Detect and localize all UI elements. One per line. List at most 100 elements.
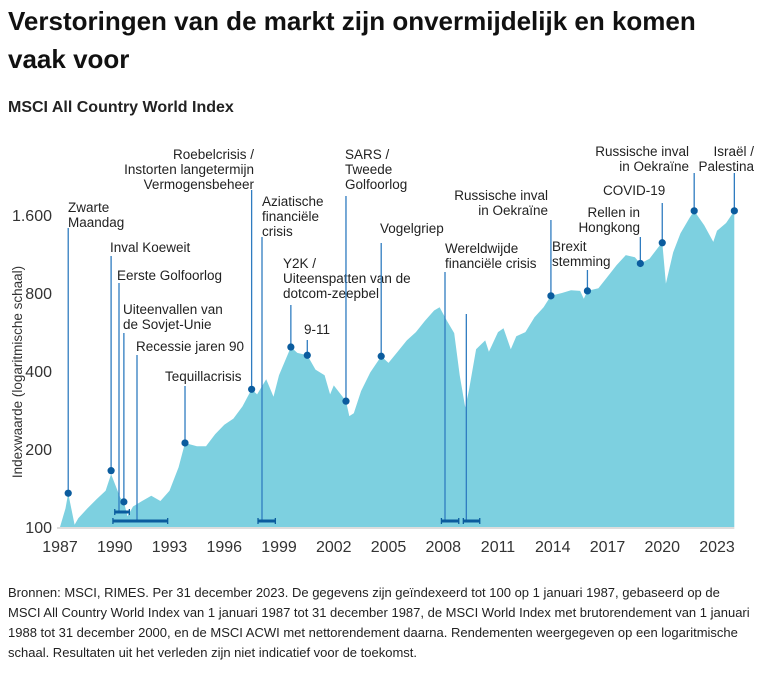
- event-label-line: Tequillacrisis: [165, 369, 242, 384]
- event-annotation: Tequillacrisis: [165, 369, 242, 447]
- chart-title: MSCI All Country World Index: [8, 99, 234, 116]
- event-marker: [287, 343, 295, 351]
- event-label-line: Recessie jaren 90: [136, 339, 244, 354]
- x-tick-label: 2008: [425, 539, 461, 556]
- event-annotation: Uiteenvallen van de Sovjet-Unie: [120, 302, 223, 506]
- event-annotation: 9-11: [303, 322, 330, 359]
- event-marker: [730, 207, 738, 215]
- event-label: Aziatische financiële crisis: [262, 194, 324, 239]
- y-tick-label: 1.600: [12, 208, 52, 225]
- event-marker: [583, 287, 592, 295]
- event-label-line: dotcom-zeepbel: [283, 286, 379, 301]
- event-label-line: stemming: [552, 254, 611, 269]
- event-annotation: COVID-19: [603, 183, 666, 247]
- event-marker: [107, 467, 115, 475]
- event-label: 9-11: [304, 322, 330, 337]
- event-label-line: Inval Koeweit: [110, 240, 191, 255]
- event-label-line: Eerste Golfoorlog: [117, 268, 222, 283]
- event-label: Brexit stemming: [552, 239, 611, 269]
- x-tick-label: 2017: [590, 539, 626, 556]
- event-annotation: Y2K / Uiteenspatten van de dotcom-zeepbel: [283, 256, 411, 351]
- event-label-line: SARS /: [345, 147, 390, 162]
- event-label-line: Maandag: [68, 215, 124, 230]
- event-label-line: Golfoorlog: [345, 177, 407, 192]
- event-marker: [248, 385, 256, 393]
- event-label: Eerste Golfoorlog: [117, 268, 222, 283]
- event-annotation: Aziatische financiële crisis: [257, 194, 324, 524]
- event-label-line: Wereldwijde: [445, 241, 518, 256]
- event-label-line: Palestina: [698, 159, 754, 174]
- event-label-line: Russische inval: [595, 144, 689, 159]
- x-tick-label: 1987: [42, 539, 78, 556]
- x-tick-label: 2020: [644, 539, 680, 556]
- event-marker: [342, 397, 350, 405]
- event-marker: [377, 352, 385, 360]
- x-tick-label: 1993: [152, 539, 188, 556]
- event-label-line: financiële: [262, 209, 319, 224]
- event-marker: [636, 259, 644, 268]
- event-label: Roebelcrisis / Instorten langetermijn Verm…: [124, 147, 254, 192]
- x-tick-label: 2023: [699, 539, 735, 556]
- event-marker: [64, 489, 72, 497]
- event-label-line: crisis: [262, 224, 293, 239]
- event-label: Wereldwijde financiële crisis: [445, 241, 537, 271]
- x-tick-label: 2002: [316, 539, 352, 556]
- event-marker: [547, 292, 555, 300]
- y-axis-label: Indexwaarde (logaritmische schaal): [10, 266, 25, 478]
- x-tick-label: 1999: [261, 539, 297, 556]
- event-label-line: Roebelcrisis /: [173, 147, 254, 162]
- event-label: Tequillacrisis: [165, 369, 242, 384]
- event-label-line: Rellen in: [587, 205, 640, 220]
- event-annotation: Vogelgriep: [377, 221, 444, 360]
- page-title: Verstoringen van de markt zijn onvermijd…: [8, 6, 696, 74]
- event-label-line: Vogelgriep: [380, 221, 444, 236]
- source-footnote: Bronnen: MSCI, RIMES. Per 31 december 20…: [8, 585, 750, 660]
- event-label-line: 9-11: [304, 322, 330, 337]
- event-annotation: Russische inval in Oekraïne: [595, 144, 698, 215]
- event-label-line: Brexit: [552, 239, 587, 254]
- event-marker: [303, 351, 311, 359]
- event-annotation: Israël / Palestina: [698, 144, 754, 215]
- event-label-line: Vermogensbeheer: [144, 177, 255, 192]
- x-tick-label: 1990: [97, 539, 133, 556]
- x-tick-label: 2011: [481, 539, 516, 556]
- y-tick-label: 400: [25, 364, 52, 381]
- event-label: Inval Koeweit: [110, 240, 191, 255]
- event-label-line: Aziatische: [262, 194, 324, 209]
- event-label: SARS / Tweede Golfoorlog: [345, 147, 407, 192]
- event-label-line: Russische inval: [454, 188, 548, 203]
- event-label-line: de Sovjet-Unie: [123, 317, 212, 332]
- event-annotation: Zwarte Maandag: [64, 200, 124, 497]
- index-area: [60, 210, 735, 527]
- event-label-line: COVID-19: [603, 183, 665, 198]
- event-annotation: Roebelcrisis / Instorten langetermijn Verm…: [124, 147, 256, 393]
- event-label: Russische inval in Oekraïne: [595, 144, 689, 174]
- x-tick-label: 1996: [206, 539, 242, 556]
- event-annotation: Eerste Golfoorlog: [114, 268, 222, 515]
- chart: 100 200 400 800 1.600 1987 1990 1993 1996 1999 200…: [10, 144, 754, 556]
- event-annotation: Wereldwijde financiële crisis: [440, 241, 537, 524]
- event-label: COVID-19: [603, 183, 665, 198]
- event-annotation: Recessie jaren 90: [112, 339, 244, 524]
- event-label-line: in Oekraïne: [478, 203, 548, 218]
- event-label-line: Y2K /: [283, 256, 316, 271]
- event-label-line: Tweede: [345, 162, 392, 177]
- event-label: Uiteenvallen van de Sovjet-Unie: [123, 302, 223, 332]
- event-annotation: Brexit stemming: [552, 239, 611, 295]
- event-label: Russische inval in Oekraïne: [454, 188, 548, 218]
- event-annotation: Russische inval in Oekraïne: [454, 188, 555, 300]
- event-marker: [181, 439, 189, 447]
- y-tick-label: 800: [25, 286, 52, 303]
- event-label-line: Israël /: [713, 144, 754, 159]
- event-label: Y2K / Uiteenspatten van de dotcom-zeepbel: [283, 256, 411, 301]
- event-label: Rellen in Hongkong: [578, 205, 640, 235]
- event-label: Zwarte Maandag: [68, 200, 124, 230]
- event-annotation: SARS / Tweede Golfoorlog: [342, 147, 407, 405]
- event-marker: [690, 207, 698, 215]
- event-label-line: Uiteenspatten van de: [283, 271, 411, 286]
- event-label: Israël / Palestina: [698, 144, 754, 174]
- event-annotation: Rellen in Hongkong: [578, 205, 644, 268]
- event-label-line: Instorten langetermijn: [124, 162, 254, 177]
- event-label-line: Uiteenvallen van: [123, 302, 223, 317]
